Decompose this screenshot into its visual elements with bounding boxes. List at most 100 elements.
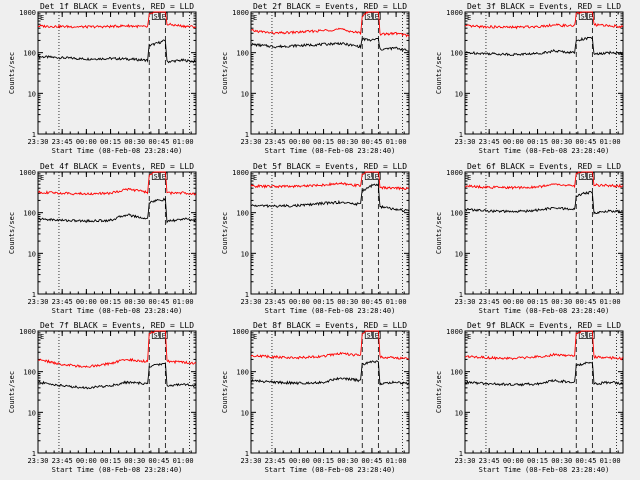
legend-marker: E [467, 174, 471, 182]
y-axis-label: Counts/sec [8, 52, 16, 94]
y-tick-label: 1 [245, 131, 249, 139]
x-axis-label: Start Time (08-Feb-08 23:28:40) [52, 466, 183, 474]
x-tick-label: 00:00 [76, 457, 97, 465]
events-series-line [250, 37, 410, 52]
x-tick-label: 00:45 [361, 298, 382, 306]
y-tick-label: 1 [245, 291, 249, 299]
interval-box [364, 172, 373, 180]
plot-panel: Det 7f BLACK = Events, RED = LLD 1 10 100 10… [8, 321, 197, 474]
interval-box [578, 12, 587, 20]
y-tick-label: 10 [455, 409, 463, 417]
interval-box [586, 172, 595, 180]
x-tick-label: 23:30 [27, 298, 48, 306]
x-tick-label: 00:00 [289, 298, 310, 306]
x-tick-label: 00:45 [148, 298, 169, 306]
interval-box-label: E [162, 173, 166, 181]
interval-box-label: S [367, 173, 371, 181]
y-tick-label: 1000 [19, 9, 36, 17]
y-tick-label: 100 [23, 50, 36, 58]
interval-box [159, 12, 168, 20]
interval-box-label: S [367, 13, 371, 21]
legend-marker: E [40, 14, 44, 22]
x-tick-label: 01:00 [386, 457, 407, 465]
x-tick-label: 23:45 [479, 138, 500, 146]
x-tick-label: 23:30 [240, 457, 261, 465]
x-axis-label: Start Time (08-Feb-08 23:28:40) [52, 307, 183, 315]
events-series-line [250, 183, 410, 213]
x-tick-label: 00:30 [551, 138, 572, 146]
y-tick-label: 1000 [446, 328, 463, 336]
x-tick-label: 23:30 [454, 457, 475, 465]
y-tick-label: 10 [455, 250, 463, 258]
plot-panel: Det 6f BLACK = Events, RED = LLD 1 10 100 10… [435, 162, 624, 315]
plot-frame [37, 330, 197, 454]
interval-box-label: S [154, 173, 158, 181]
x-tick-label: 00:45 [575, 457, 596, 465]
interval-box-label: S [154, 13, 158, 21]
y-tick-label: 100 [236, 369, 249, 377]
x-axis-label: Start Time (08-Feb-08 23:28:40) [479, 466, 610, 474]
plot-panel: Det 5f BLACK = Events, RED = LLD 1 10 100 10… [221, 162, 410, 315]
y-axis-label: Counts/sec [221, 371, 229, 413]
y-axis-label: Counts/sec [8, 371, 16, 413]
x-tick-label: 23:30 [27, 457, 48, 465]
interval-box [151, 331, 160, 339]
y-tick-label: 100 [236, 210, 249, 218]
x-tick-label: 00:45 [575, 298, 596, 306]
legend-marker: E [40, 174, 44, 182]
legend-marker: E [253, 14, 257, 22]
x-tick-label: 01:00 [386, 298, 407, 306]
y-axis-label: Counts/sec [435, 52, 443, 94]
plot-frame [37, 11, 197, 135]
y-tick-label: 100 [450, 210, 463, 218]
events-series-line [37, 39, 197, 64]
x-tick-label: 23:45 [265, 457, 286, 465]
x-axis-label: Start Time (08-Feb-08 23:28:40) [265, 466, 396, 474]
legend-marker: E [467, 333, 471, 341]
x-tick-label: 23:45 [52, 138, 73, 146]
plot-panel: Det 4f BLACK = Events, RED = LLD 1 10 100 10… [8, 162, 197, 315]
y-tick-label: 1000 [232, 9, 249, 17]
x-tick-label: 00:30 [337, 298, 358, 306]
lld-series-line [250, 330, 410, 360]
x-tick-label: 00:45 [361, 457, 382, 465]
x-tick-label: 00:30 [337, 457, 358, 465]
interval-box-label: S [581, 13, 585, 21]
x-tick-label: 00:15 [100, 138, 121, 146]
y-tick-label: 100 [23, 210, 36, 218]
panel-title: Det 7f BLACK = Events, RED = LLD [40, 321, 194, 330]
plot-frame [464, 11, 624, 135]
lld-series-line [251, 11, 410, 38]
plot-frame [250, 11, 410, 135]
x-tick-label: 00:15 [527, 298, 548, 306]
x-tick-label: 00:00 [503, 298, 524, 306]
panel-title: Det 5f BLACK = Events, RED = LLD [253, 162, 407, 171]
interval-box [159, 172, 168, 180]
events-series-line [37, 362, 197, 390]
x-tick-label: 00:00 [76, 298, 97, 306]
lld-series-line [250, 171, 410, 191]
x-axis-label: Start Time (08-Feb-08 23:28:40) [265, 147, 396, 155]
legend-marker: E [40, 333, 44, 341]
x-tick-label: 01:00 [173, 138, 194, 146]
y-tick-label: 1 [459, 131, 463, 139]
panel-title: Det 9f BLACK = Events, RED = LLD [467, 321, 621, 330]
interval-box-label: E [375, 332, 379, 340]
x-tick-label: 00:45 [575, 138, 596, 146]
x-axis-label: Start Time (08-Feb-08 23:28:40) [479, 147, 610, 155]
x-tick-label: 23:30 [27, 138, 48, 146]
events-series-line [464, 190, 624, 215]
lld-series-line [37, 171, 197, 196]
legend-marker: E [253, 333, 257, 341]
x-tick-label: 00:00 [503, 138, 524, 146]
y-tick-label: 10 [28, 90, 36, 98]
interval-box [372, 331, 381, 339]
x-tick-label: 01:00 [600, 138, 621, 146]
events-series-line [250, 360, 410, 386]
x-axis-label: Start Time (08-Feb-08 23:28:40) [52, 147, 183, 155]
x-tick-label: 00:30 [124, 138, 145, 146]
y-tick-label: 10 [241, 90, 249, 98]
x-tick-label: 23:30 [454, 298, 475, 306]
y-tick-label: 10 [241, 409, 249, 417]
